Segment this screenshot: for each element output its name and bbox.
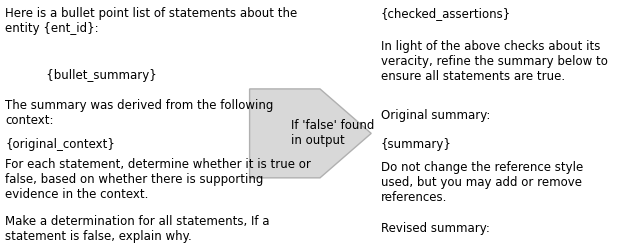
Text: Original summary:: Original summary:: [381, 109, 490, 122]
Text: {bullet_summary}: {bullet_summary}: [35, 69, 157, 82]
Text: In light of the above checks about its
veracity, refine the summary below to
ens: In light of the above checks about its v…: [381, 40, 607, 82]
Polygon shape: [250, 89, 371, 178]
Text: Do not change the reference style
used, but you may add or remove
references.: Do not change the reference style used, …: [381, 161, 583, 204]
Text: If 'false' found
in output: If 'false' found in output: [291, 119, 374, 147]
Text: For each statement, determine whether it is true or
false, based on whether ther: For each statement, determine whether it…: [5, 158, 311, 201]
Text: {original_context}: {original_context}: [5, 138, 115, 151]
Text: Revised summary:: Revised summary:: [381, 222, 490, 235]
Text: Here is a bullet point list of statements about the
entity {ent_id}:: Here is a bullet point list of statement…: [5, 7, 298, 35]
Text: {summary}: {summary}: [381, 138, 452, 151]
Text: {checked_assertions}: {checked_assertions}: [381, 7, 511, 21]
Text: Make a determination for all statements, If a
statement is false, explain why.: Make a determination for all statements,…: [5, 215, 269, 243]
Text: The summary was derived from the following
context:: The summary was derived from the followi…: [5, 99, 273, 127]
